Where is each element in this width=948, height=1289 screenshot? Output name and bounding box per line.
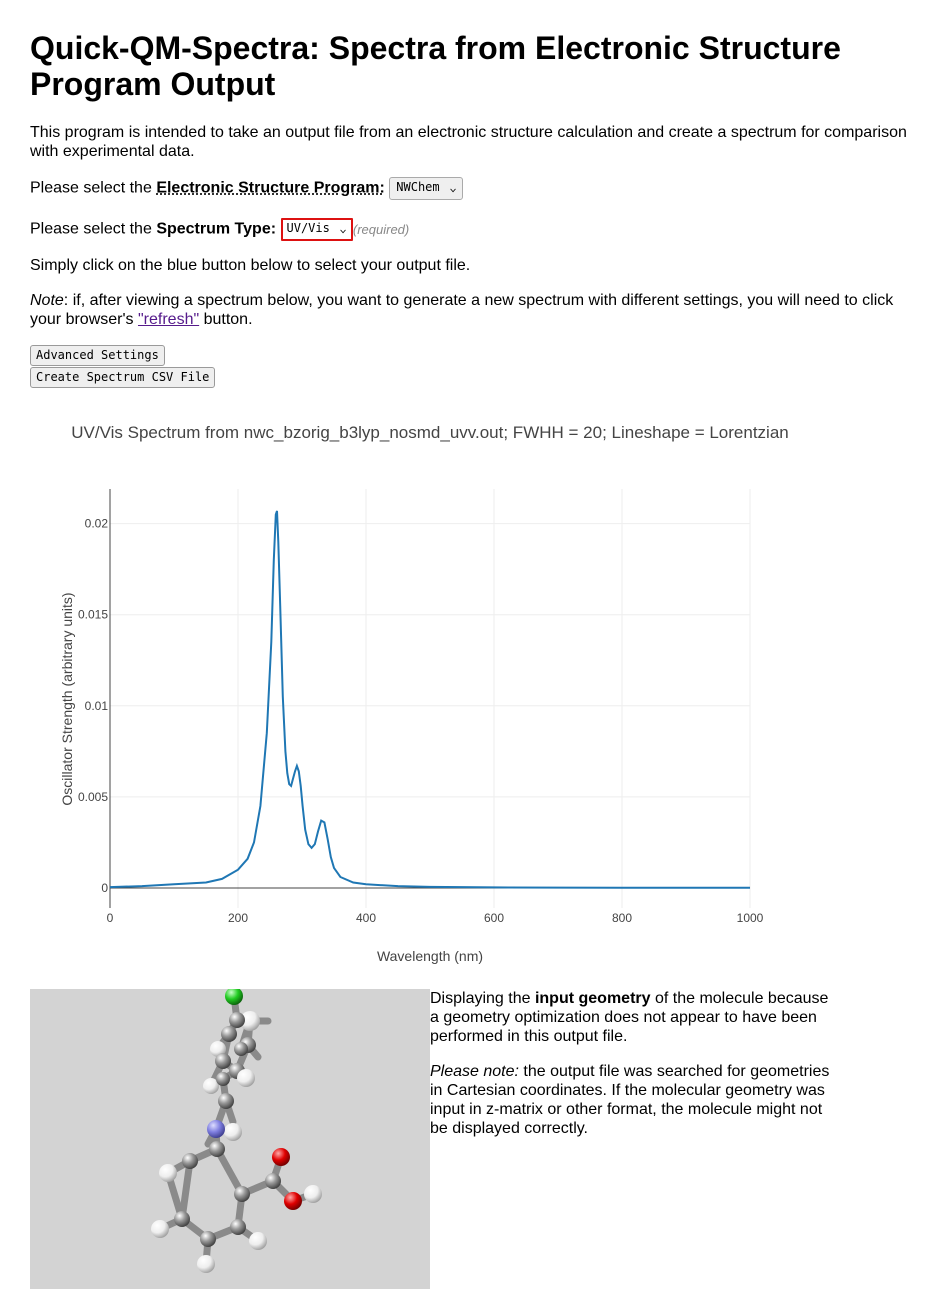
note-text: : if, after viewing a spectrum below, yo… bbox=[30, 292, 894, 328]
x-tick-label: 0 bbox=[107, 911, 114, 925]
atom-hydrogen bbox=[197, 1255, 215, 1273]
geometry-info-para-1: Displaying the input geometry of the mol… bbox=[430, 989, 835, 1046]
advanced-settings-button[interactable]: Advanced Settings bbox=[30, 345, 165, 366]
spectrum-type-row: Please select the Spectrum Type: UV/Vis ⌄… bbox=[30, 218, 409, 241]
atom-hydrogen bbox=[304, 1185, 322, 1203]
molecule-render bbox=[151, 989, 322, 1273]
chevron-down-icon: ⌄ bbox=[448, 183, 457, 194]
x-tick-label: 1000 bbox=[737, 911, 764, 925]
note-text-end: button. bbox=[203, 311, 253, 328]
atom-hydrogen bbox=[151, 1220, 169, 1238]
geometry-info-para-2: Please note: the output file was searche… bbox=[430, 1062, 835, 1138]
program-select-value: NWChem bbox=[396, 180, 440, 194]
y-axis-label: Oscillator Strength (arbitrary units) bbox=[59, 592, 75, 805]
bond bbox=[213, 1145, 246, 1198]
atom-hydrogen bbox=[159, 1164, 177, 1182]
x-tick-label: 400 bbox=[356, 911, 376, 925]
atom-hydrogen bbox=[240, 1011, 260, 1031]
atom-oxygen bbox=[272, 1148, 290, 1166]
x-axis-label: Wavelength (nm) bbox=[377, 948, 483, 964]
y-tick-label: 0.005 bbox=[78, 790, 108, 804]
atom-carbon bbox=[218, 1093, 234, 1109]
spectrum-type-prefix: Please select the bbox=[30, 220, 152, 238]
atom-hydrogen bbox=[203, 1078, 219, 1094]
atom-carbon bbox=[234, 1186, 250, 1202]
x-tick-labels: 0 200 400 600 800 1000 bbox=[107, 911, 764, 925]
refresh-note: Note: if, after viewing a spectrum below… bbox=[30, 291, 920, 329]
chevron-down-icon: ⌄ bbox=[338, 224, 347, 235]
atom-hydrogen bbox=[210, 1041, 226, 1057]
bond bbox=[178, 1157, 194, 1223]
chart-grid bbox=[110, 489, 751, 908]
please-note-label: Please note: bbox=[430, 1063, 519, 1080]
refresh-link[interactable]: "refresh" bbox=[137, 311, 200, 328]
atom-chlorine bbox=[225, 989, 243, 1005]
program-select-prefix: Please select the bbox=[30, 179, 152, 197]
intro-text: This program is intended to take an outp… bbox=[30, 124, 907, 160]
chart-title: UV/Vis Spectrum from nwc_bzorig_b3lyp_no… bbox=[71, 423, 789, 442]
spectrum-type-label: Spectrum Type: bbox=[156, 220, 277, 238]
geometry-info-text: Displaying the bbox=[430, 990, 531, 1007]
atom-hydrogen bbox=[224, 1123, 242, 1141]
program-select-label: Electronic Structure Program: bbox=[156, 179, 385, 197]
molecule-viewer[interactable] bbox=[30, 989, 430, 1289]
atom-carbon bbox=[182, 1153, 198, 1169]
atom-nitrogen bbox=[207, 1120, 225, 1138]
y-tick-label: 0 bbox=[101, 881, 108, 895]
y-tick-label: 0.01 bbox=[85, 699, 109, 713]
geometry-info-emphasis: input geometry bbox=[534, 990, 651, 1007]
atom-hydrogen bbox=[237, 1069, 255, 1087]
atom-carbon bbox=[265, 1173, 281, 1189]
geometry-info: Displaying the input geometry of the mol… bbox=[430, 989, 835, 1154]
x-tick-label: 600 bbox=[484, 911, 504, 925]
atom-carbon bbox=[215, 1053, 231, 1069]
program-select[interactable]: NWChem ⌄ bbox=[389, 177, 463, 200]
y-tick-labels: 0 0.005 0.01 0.015 0.02 bbox=[78, 517, 108, 895]
atom-carbon bbox=[200, 1231, 216, 1247]
atom-carbon bbox=[209, 1141, 225, 1157]
atom-carbon bbox=[229, 1012, 245, 1028]
atom-carbon bbox=[174, 1211, 190, 1227]
atom-carbon bbox=[230, 1219, 246, 1235]
atom-group bbox=[151, 989, 322, 1273]
y-tick-label: 0.02 bbox=[85, 517, 109, 531]
spectrum-series-line bbox=[109, 510, 750, 889]
atom-hydrogen bbox=[249, 1232, 267, 1250]
create-csv-button[interactable]: Create Spectrum CSV File bbox=[30, 367, 216, 388]
atom-carbon bbox=[234, 1042, 248, 1056]
x-tick-label: 800 bbox=[612, 911, 632, 925]
x-tick-label: 200 bbox=[228, 911, 248, 925]
geometry-info-text: of the molecule because a geometry optim… bbox=[430, 990, 829, 1045]
spectrum-type-value: UV/Vis bbox=[286, 221, 330, 235]
y-tick-label: 0.015 bbox=[78, 608, 108, 622]
spectrum-chart-svg: UV/Vis Spectrum from nwc_bzorig_b3lyp_no… bbox=[59, 423, 789, 964]
page-title: Quick-QM-Spectra: Spectra from Electroni… bbox=[30, 30, 841, 102]
program-select-row: Please select the Electronic Structure P… bbox=[30, 177, 463, 200]
spectrum-chart: UV/Vis Spectrum from nwc_bzorig_b3lyp_no… bbox=[30, 410, 810, 970]
instruction-text: Simply click on the blue button below to… bbox=[30, 257, 471, 274]
spectrum-type-select[interactable]: UV/Vis ⌄ bbox=[280, 218, 353, 241]
atom-carbon bbox=[216, 1072, 230, 1086]
atom-carbon bbox=[221, 1026, 237, 1042]
atom-oxygen bbox=[284, 1192, 302, 1210]
required-hint: (required) bbox=[352, 222, 410, 237]
note-label: Note bbox=[30, 292, 64, 309]
geometry-info-text: the output file was searched for geometr… bbox=[430, 1063, 830, 1137]
